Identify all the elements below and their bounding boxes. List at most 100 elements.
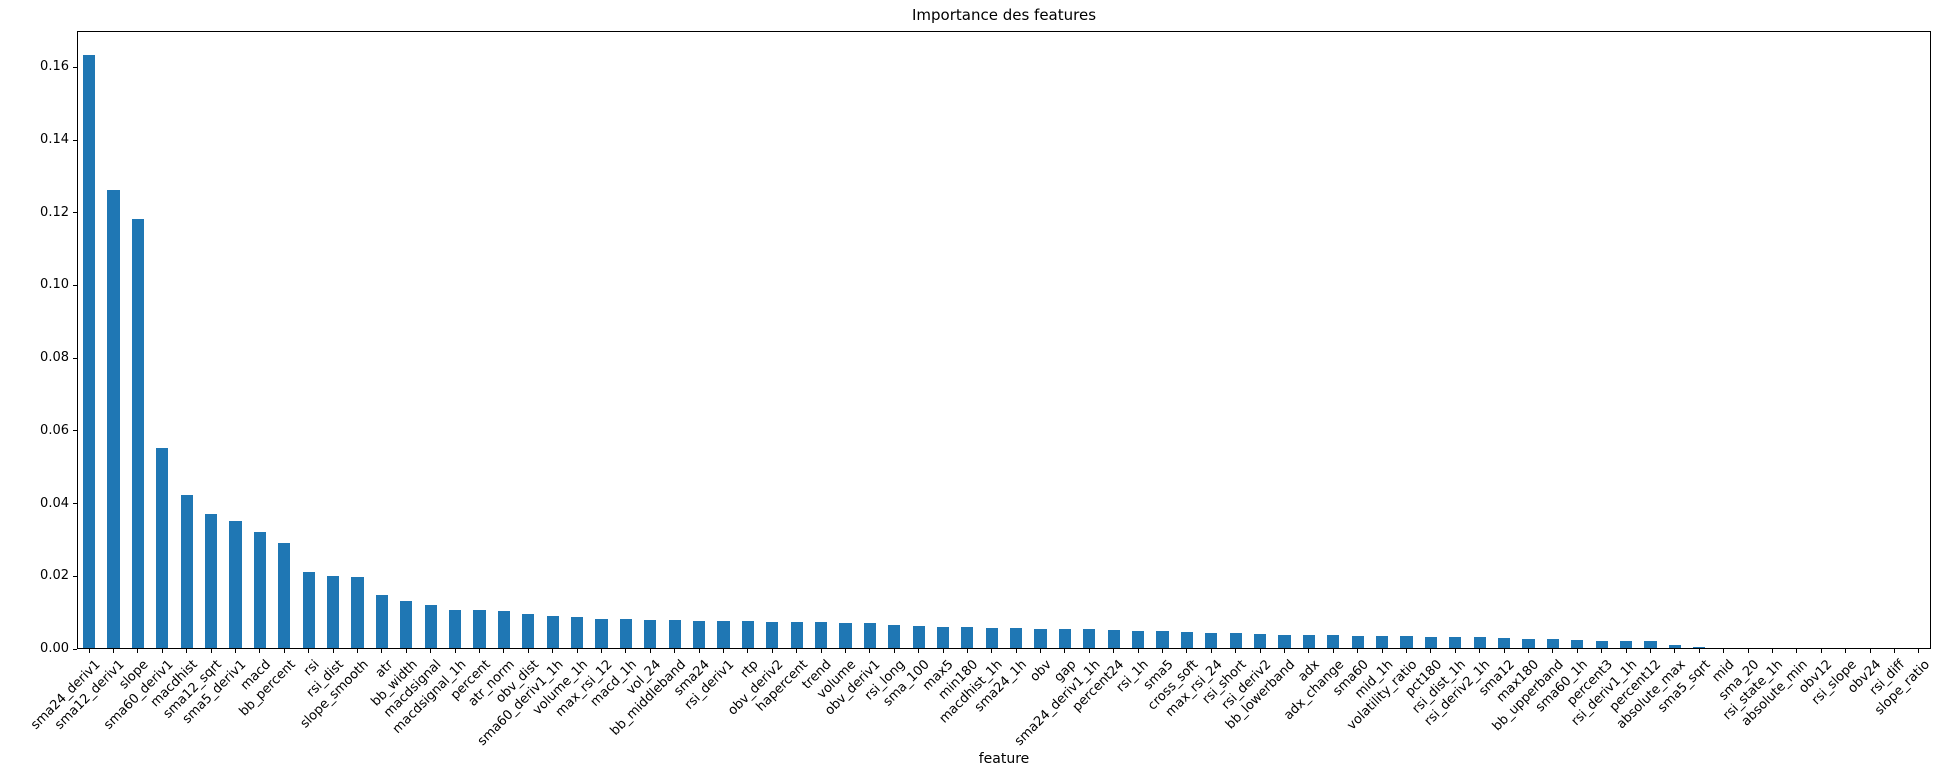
x-tick-mark bbox=[698, 649, 700, 653]
bar bbox=[1571, 639, 1584, 648]
x-tick-mark bbox=[1113, 649, 1115, 653]
x-tick-mark bbox=[1601, 649, 1603, 653]
bar bbox=[1205, 632, 1218, 648]
x-tick-mark bbox=[1893, 649, 1895, 653]
x-tick-mark bbox=[1503, 649, 1505, 653]
x-tick-mark bbox=[600, 649, 602, 653]
y-tick-mark bbox=[73, 284, 77, 286]
x-tick-mark bbox=[1210, 649, 1212, 653]
x-tick-mark bbox=[893, 649, 895, 653]
x-tick-mark bbox=[210, 649, 212, 653]
bar bbox=[1034, 628, 1047, 648]
x-tick-mark bbox=[674, 649, 676, 653]
bar bbox=[1010, 628, 1023, 648]
bar bbox=[1522, 638, 1535, 648]
bar bbox=[205, 513, 218, 648]
bar bbox=[1595, 640, 1608, 648]
plot-area bbox=[77, 31, 1931, 649]
x-tick-mark bbox=[479, 649, 480, 653]
bar bbox=[1400, 636, 1413, 648]
x-tick-mark bbox=[1406, 649, 1407, 653]
x-tick-mark bbox=[1454, 649, 1456, 653]
bar bbox=[424, 605, 437, 648]
x-tick-mark bbox=[1015, 649, 1017, 653]
x-tick-mark bbox=[1698, 649, 1700, 653]
x-tick-mark bbox=[1869, 649, 1871, 653]
bar bbox=[1058, 628, 1072, 648]
x-tick-mark bbox=[918, 649, 920, 653]
bar bbox=[814, 622, 828, 648]
x-tick-mark bbox=[1381, 649, 1383, 653]
bar bbox=[790, 621, 803, 648]
bar bbox=[1693, 646, 1706, 648]
y-tick-mark bbox=[73, 66, 77, 68]
bar bbox=[912, 626, 925, 648]
x-tick-mark bbox=[1137, 649, 1139, 653]
x-tick-mark bbox=[1479, 649, 1481, 653]
y-tick-mark bbox=[73, 503, 77, 505]
x-tick-mark bbox=[1796, 649, 1798, 653]
bar bbox=[83, 55, 96, 648]
bar bbox=[1473, 637, 1486, 648]
x-tick-mark bbox=[1088, 649, 1090, 653]
bar bbox=[156, 448, 169, 648]
x-tick-mark bbox=[942, 649, 944, 653]
bar bbox=[1327, 635, 1340, 648]
bar bbox=[131, 219, 145, 648]
x-tick-mark bbox=[1552, 649, 1554, 653]
y-tick-label: 0.10 bbox=[40, 277, 69, 293]
x-tick-mark bbox=[1284, 649, 1286, 653]
x-tick-mark bbox=[1918, 649, 1920, 653]
bar bbox=[863, 623, 876, 648]
bar bbox=[375, 595, 389, 648]
x-tick-mark bbox=[186, 649, 188, 653]
x-tick-mark bbox=[552, 649, 554, 653]
bar bbox=[961, 627, 974, 648]
bar bbox=[570, 616, 584, 648]
bar bbox=[595, 618, 608, 648]
x-tick-mark bbox=[869, 649, 871, 653]
bar bbox=[1546, 639, 1559, 648]
y-tick-mark bbox=[73, 212, 77, 214]
x-tick-mark bbox=[1357, 649, 1359, 653]
x-tick-mark bbox=[235, 649, 237, 653]
y-tick-label: 0.08 bbox=[40, 350, 69, 366]
bar bbox=[1132, 630, 1145, 648]
x-tick-mark bbox=[1308, 649, 1310, 653]
y-tick-label: 0.02 bbox=[40, 568, 69, 584]
x-tick-mark bbox=[722, 649, 724, 653]
bar bbox=[1351, 635, 1364, 648]
x-tick-mark bbox=[381, 649, 383, 653]
bar bbox=[1619, 641, 1633, 648]
x-tick-mark bbox=[625, 649, 627, 653]
y-tick-mark bbox=[73, 139, 77, 141]
x-tick-mark bbox=[1820, 649, 1822, 653]
x-tick-mark bbox=[820, 649, 822, 653]
x-tick-mark bbox=[771, 649, 773, 653]
bar bbox=[1497, 637, 1511, 648]
bar bbox=[229, 520, 242, 648]
x-tick-mark bbox=[1259, 649, 1261, 653]
bar bbox=[522, 613, 535, 648]
y-tick-label: 0.16 bbox=[40, 59, 69, 75]
bar bbox=[449, 609, 462, 648]
bar bbox=[1376, 636, 1389, 648]
x-tick-mark bbox=[405, 649, 407, 653]
x-tick-mark bbox=[1674, 649, 1676, 653]
x-tick-mark bbox=[1747, 649, 1749, 653]
chart-title: Importance des features bbox=[911, 6, 1097, 24]
x-tick-mark bbox=[844, 649, 846, 653]
bar bbox=[668, 620, 681, 648]
x-tick-mark bbox=[454, 649, 456, 653]
bar bbox=[839, 622, 852, 648]
x-tick-mark bbox=[1576, 649, 1578, 653]
y-tick-mark bbox=[73, 430, 77, 432]
x-tick-mark bbox=[332, 649, 334, 653]
x-tick-mark bbox=[991, 649, 993, 653]
x-tick-mark bbox=[503, 649, 505, 653]
bar bbox=[1180, 632, 1194, 648]
x-tick-mark bbox=[283, 649, 285, 653]
bar bbox=[1254, 634, 1267, 648]
x-tick-mark bbox=[1430, 649, 1432, 653]
